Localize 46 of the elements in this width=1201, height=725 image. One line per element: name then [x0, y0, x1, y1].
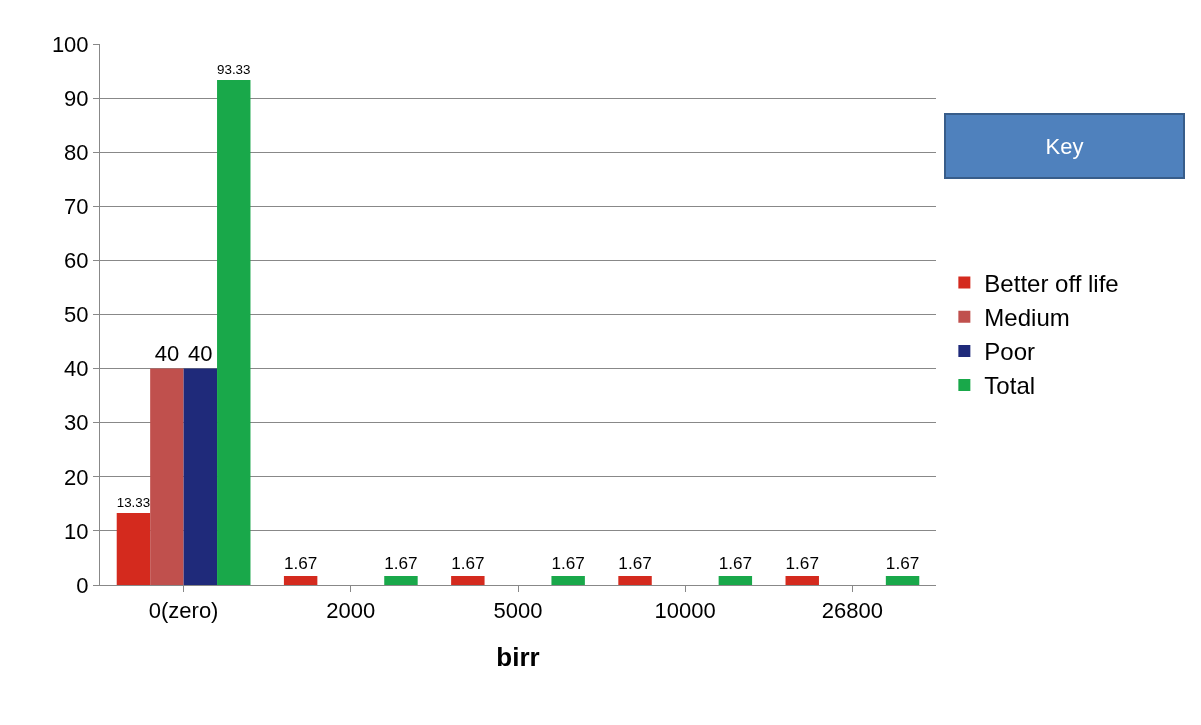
y-tick-label: 90 [64, 85, 89, 111]
data-label: 1.67 [451, 553, 485, 574]
x-axis-title: birr [496, 642, 540, 673]
bar [451, 575, 485, 585]
x-tick-label: 5000 [493, 598, 543, 624]
bar [217, 80, 251, 585]
y-tick-label: 70 [64, 194, 89, 219]
data-label: 1.67 [384, 553, 418, 574]
x-tick-label: 2000 [326, 598, 376, 624]
y-tick-label: 10 [64, 518, 89, 544]
y-tick-label: 60 [64, 248, 89, 274]
legend-title: Key [1045, 133, 1084, 159]
bar [885, 575, 920, 585]
legend-label: Medium [984, 304, 1070, 332]
x-tick-label: 10000 [654, 598, 716, 624]
legend-label: Total [984, 372, 1036, 400]
data-label: 40 [188, 340, 213, 366]
data-label: 1.67 [283, 553, 318, 574]
y-tick-label: 30 [64, 410, 89, 436]
y-tick-label: 40 [64, 356, 89, 382]
data-label: 1.67 [718, 553, 753, 574]
bar [283, 575, 318, 585]
data-label: 93.33 [217, 62, 251, 78]
bar [183, 368, 218, 585]
data-label: 1.67 [885, 553, 920, 574]
data-label: 1.67 [618, 553, 652, 574]
bar [384, 575, 418, 585]
bar [551, 575, 585, 585]
y-tick-label: 20 [64, 464, 89, 490]
bar [718, 575, 753, 585]
bar [150, 368, 184, 585]
data-label: 40 [154, 340, 180, 366]
y-tick-label: 100 [51, 31, 89, 57]
data-label: 13.33 [116, 494, 151, 510]
x-tick-label: 0(zero) [148, 598, 219, 624]
legend-label: Better off life [984, 269, 1119, 297]
bar [116, 512, 151, 585]
y-tick-label: 80 [64, 139, 89, 165]
bar [618, 575, 652, 585]
bar [785, 575, 819, 585]
y-tick-label: 50 [64, 302, 89, 328]
y-tick-label: 0 [76, 572, 89, 598]
data-label: 1.67 [551, 553, 585, 574]
data-label: 1.67 [785, 553, 819, 574]
legend-label: Poor [984, 338, 1036, 366]
x-tick-label: 26800 [821, 598, 883, 624]
